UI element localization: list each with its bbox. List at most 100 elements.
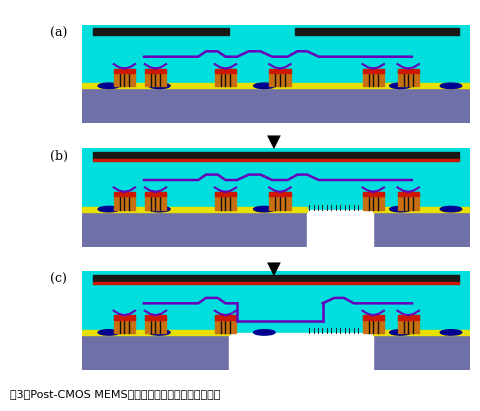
Bar [82,207,307,212]
Bar [82,85,470,123]
Bar [145,199,166,202]
Bar [145,318,166,321]
Bar [362,315,384,320]
Bar [114,72,135,74]
Bar [215,330,236,333]
Bar [145,79,166,82]
Ellipse shape [149,330,170,335]
Bar [362,326,384,329]
Bar [215,69,236,73]
Bar [362,199,384,202]
Bar [229,333,373,370]
Bar [397,318,419,321]
Bar [82,208,307,247]
Bar [269,76,290,79]
Bar [93,159,459,161]
Bar [397,315,419,320]
Bar [215,76,236,79]
Bar [114,203,135,206]
Bar [362,69,384,73]
Bar [145,192,166,196]
Bar [215,322,236,325]
Bar [114,69,135,73]
Bar [373,207,470,212]
Ellipse shape [149,83,170,88]
Text: ▼: ▼ [267,260,280,278]
Bar [397,207,419,210]
Bar [82,83,470,88]
Bar [397,76,419,79]
Bar [362,203,384,206]
Bar [215,83,236,86]
Bar [114,315,135,320]
Ellipse shape [440,83,462,88]
Bar [215,203,236,206]
Bar [269,69,290,73]
Bar [295,28,459,35]
Bar [362,83,384,86]
Bar [145,83,166,86]
Text: 图3：Post-CMOS MEMS微麦克风的基本结构及工艺步骤: 图3：Post-CMOS MEMS微麦克风的基本结构及工艺步骤 [10,389,220,399]
Bar [269,83,290,86]
Text: ▼: ▼ [267,133,280,151]
Bar [215,79,236,82]
Bar [362,76,384,79]
Bar [82,148,470,210]
Bar [397,326,419,329]
Bar [145,207,166,210]
Bar [93,28,229,35]
Bar [215,72,236,74]
Bar [307,210,373,247]
Bar [362,79,384,82]
Bar [215,318,236,321]
Bar [215,315,236,320]
Bar [397,83,419,86]
Bar [397,79,419,82]
Bar [397,69,419,73]
Bar [145,76,166,79]
Bar [145,72,166,74]
Ellipse shape [98,83,120,88]
Bar [362,207,384,210]
Bar [373,330,470,335]
Bar [215,195,236,198]
Bar [362,318,384,321]
Bar [145,322,166,325]
Bar [114,318,135,321]
Bar [397,322,419,325]
Ellipse shape [98,330,120,335]
Ellipse shape [149,206,170,212]
Ellipse shape [253,330,275,335]
Bar [93,152,459,159]
Ellipse shape [440,330,462,335]
Bar [373,208,470,247]
Bar [397,195,419,198]
Bar [82,25,470,86]
Bar [114,322,135,325]
Ellipse shape [390,330,411,335]
Bar [269,72,290,74]
Bar [145,326,166,329]
Bar [145,195,166,198]
Text: (c): (c) [50,273,67,286]
Bar [93,282,459,284]
Bar [269,203,290,206]
Bar [362,195,384,198]
Ellipse shape [253,83,275,88]
Bar [114,76,135,79]
Bar [145,330,166,333]
Ellipse shape [253,206,275,212]
Text: (b): (b) [50,150,69,163]
Bar [215,199,236,202]
Bar [397,199,419,202]
Bar [397,203,419,206]
Text: (a): (a) [50,26,68,39]
Bar [373,332,470,370]
Bar [114,330,135,333]
Bar [362,72,384,74]
Bar [215,326,236,329]
Bar [145,203,166,206]
Ellipse shape [390,206,411,212]
Bar [397,72,419,74]
Bar [215,192,236,196]
